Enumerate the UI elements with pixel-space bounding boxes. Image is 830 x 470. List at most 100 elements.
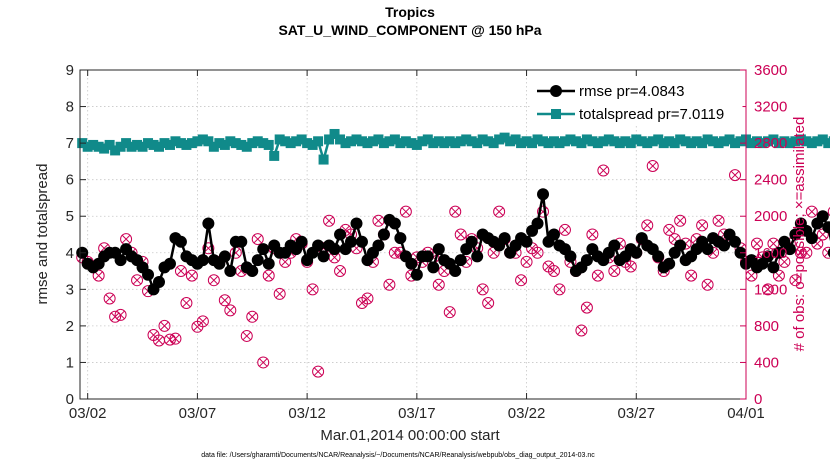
rmse-point bbox=[312, 239, 325, 252]
obs-possible-marker bbox=[685, 269, 698, 282]
obs-count-point bbox=[558, 223, 571, 236]
totalspread-point bbox=[565, 134, 576, 145]
obs-assimilated-marker bbox=[774, 271, 784, 280]
rmse-point bbox=[262, 257, 275, 270]
totalspread-point bbox=[494, 134, 505, 145]
obs-count-point bbox=[131, 274, 144, 287]
obs-assimilated-marker bbox=[330, 253, 339, 262]
obs-count-point bbox=[323, 214, 336, 227]
obs-possible-marker bbox=[218, 294, 231, 307]
obs-count-point bbox=[597, 164, 610, 177]
totalspread-point bbox=[680, 136, 691, 147]
obs-possible-marker bbox=[515, 274, 528, 287]
obs-count-point bbox=[778, 255, 791, 268]
rmse-point bbox=[454, 254, 467, 267]
totalspread-point bbox=[324, 134, 335, 145]
obs-assimilated-marker bbox=[280, 257, 290, 267]
obs-assimilated-marker bbox=[220, 296, 230, 305]
obs-count-point bbox=[312, 365, 325, 378]
obs-count-point bbox=[482, 297, 495, 310]
obs-possible-marker bbox=[778, 255, 791, 268]
totalspread-point bbox=[335, 134, 346, 145]
rmse-point bbox=[142, 268, 155, 281]
rmse-point bbox=[295, 235, 308, 248]
obs-assimilated-marker bbox=[802, 248, 811, 257]
obs-count-point bbox=[246, 310, 259, 323]
x-tick-label: 03/07 bbox=[179, 405, 217, 422]
obs-assimilated-marker bbox=[533, 248, 542, 257]
totalspread-point bbox=[99, 143, 110, 154]
obs-possible-marker bbox=[482, 297, 495, 310]
obs-count-point bbox=[531, 246, 544, 259]
rmse-point bbox=[547, 228, 560, 241]
y-tick-label: 0 bbox=[66, 391, 74, 408]
totalspread-point bbox=[455, 136, 466, 147]
rmse-point bbox=[317, 250, 330, 263]
y-tick-label: 8 bbox=[66, 99, 74, 116]
obs-possible-marker bbox=[383, 278, 396, 291]
obs-possible-marker bbox=[575, 324, 588, 337]
legend: rmse pr=4.0843 totalspread pr=7.0119 bbox=[531, 76, 743, 124]
obs-count-point bbox=[103, 292, 116, 305]
totalspread-point bbox=[269, 150, 280, 161]
x-tick-label: 03/27 bbox=[618, 405, 656, 422]
totalspread-point bbox=[439, 138, 450, 149]
obs-assimilated-marker bbox=[94, 271, 103, 280]
obs-possible-marker bbox=[312, 365, 325, 378]
totalspread-point bbox=[554, 138, 565, 149]
totalspread-point bbox=[186, 138, 197, 149]
obs-assimilated-marker bbox=[401, 207, 411, 216]
obs-possible-marker bbox=[750, 237, 763, 250]
obs-assimilated-marker bbox=[434, 280, 443, 289]
totalspread-point bbox=[362, 138, 373, 149]
rmse-point bbox=[246, 265, 259, 278]
rmse-point bbox=[564, 250, 577, 263]
totalspread-point bbox=[197, 134, 208, 145]
totalspread-point bbox=[148, 139, 159, 150]
obs-possible-marker bbox=[772, 269, 785, 282]
totalspread-point bbox=[236, 139, 247, 150]
obs-count-point bbox=[306, 283, 319, 296]
totalspread-point bbox=[488, 138, 499, 149]
totalspread-point bbox=[570, 136, 581, 147]
obs-count-point bbox=[591, 269, 604, 282]
totalspread-point bbox=[801, 136, 812, 147]
totalspread-point bbox=[351, 134, 362, 145]
obs-assimilated-marker bbox=[259, 358, 268, 367]
x-tick-label: 03/12 bbox=[288, 405, 326, 422]
obs-possible-marker bbox=[131, 274, 144, 287]
rmse-point bbox=[789, 228, 802, 241]
totalspread-point bbox=[170, 136, 181, 147]
obs-possible-marker bbox=[449, 205, 462, 218]
totalspread-point bbox=[625, 138, 636, 149]
obs-possible-marker bbox=[361, 292, 374, 305]
obs-possible-marker bbox=[92, 269, 105, 282]
obs-possible-marker bbox=[696, 219, 709, 232]
obs-possible-marker bbox=[761, 283, 774, 296]
y-tick-label: 3 bbox=[66, 281, 74, 298]
totalspread-point bbox=[768, 134, 779, 145]
obs-possible-marker bbox=[558, 223, 571, 236]
totalspread-point bbox=[313, 136, 324, 147]
obs-possible-marker bbox=[701, 278, 714, 291]
totalspread-point bbox=[450, 138, 461, 149]
totalspread-point bbox=[817, 134, 828, 145]
rmse-point bbox=[432, 243, 445, 256]
obs-possible-marker bbox=[531, 246, 544, 259]
rmse-point bbox=[377, 228, 390, 241]
rmse-point bbox=[783, 243, 796, 256]
obs-assimilated-marker bbox=[209, 275, 219, 285]
y2-tick-label: 1200 bbox=[754, 281, 787, 298]
rmse-point bbox=[334, 228, 347, 241]
legend-totalspread-label: totalspread pr=7.0119 bbox=[579, 106, 724, 123]
obs-possible-marker bbox=[827, 206, 830, 217]
obs-possible-marker bbox=[202, 242, 215, 255]
obs-assimilated-marker bbox=[248, 312, 257, 321]
totalspread-point bbox=[724, 134, 735, 145]
rmse-point bbox=[729, 235, 742, 248]
obs-assimilated-marker bbox=[116, 310, 125, 320]
obs-assimilated-marker bbox=[807, 207, 817, 216]
totalspread-point bbox=[828, 136, 830, 147]
legend-box bbox=[531, 76, 743, 124]
obs-possible-marker bbox=[586, 228, 599, 241]
